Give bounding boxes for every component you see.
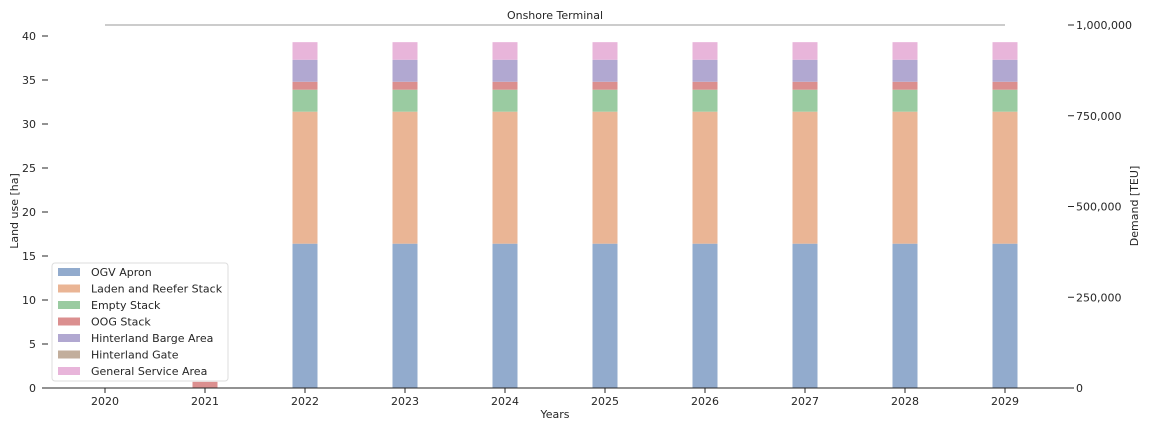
y-tick-label: 0: [29, 382, 36, 395]
legend-label: OOG Stack: [91, 316, 151, 329]
bar-segment: [992, 59, 1018, 82]
x-tick-label: 2020: [91, 395, 119, 408]
x-tick-label: 2024: [491, 395, 519, 408]
legend-swatch: [58, 350, 80, 359]
x-tick-label: 2022: [291, 395, 319, 408]
bar-segment: [592, 111, 618, 244]
y-tick-label: 15: [22, 250, 36, 263]
bar-segment: [792, 81, 818, 90]
bar-segment: [492, 89, 518, 112]
bar-segment: [792, 243, 818, 388]
bar-segment: [692, 89, 718, 112]
bar-segment: [992, 89, 1018, 112]
bar-segment: [692, 81, 718, 90]
bar-segment: [492, 42, 518, 60]
y-tick-label: 5: [29, 338, 36, 351]
legend-label: Laden and Reefer Stack: [91, 283, 223, 296]
bar-segment: [892, 59, 918, 82]
y-axis-title-right: Demand [TEU]: [1128, 166, 1141, 246]
bar-segment: [592, 81, 618, 90]
legend-label: Empty Stack: [91, 299, 161, 312]
x-axis-title: Years: [539, 408, 569, 421]
x-tick-label: 2026: [691, 395, 719, 408]
bar-segment: [392, 89, 418, 112]
bar-segment: [892, 111, 918, 244]
bar-segment: [792, 42, 818, 60]
bar-segment: [292, 42, 318, 60]
bar-segment: [792, 111, 818, 244]
x-tick-label: 2023: [391, 395, 419, 408]
bar-segment: [492, 59, 518, 82]
x-tick-label: 2029: [991, 395, 1019, 408]
chart-title: Onshore Terminal: [507, 9, 603, 22]
bar-segment: [592, 42, 618, 60]
y2-tick-label: 500,000: [1076, 201, 1122, 214]
legend-swatch: [58, 301, 80, 309]
bar-segment: [292, 243, 318, 388]
bar-segment: [592, 243, 618, 388]
y-tick-label: 35: [22, 74, 36, 87]
bar-segment: [392, 81, 418, 90]
legend-swatch: [58, 367, 80, 375]
bar-segment: [992, 243, 1018, 388]
bar-segment: [792, 89, 818, 112]
bar-segment: [692, 243, 718, 388]
bar-segment: [192, 381, 218, 388]
y-axis-title: Land use [ha]: [8, 173, 21, 249]
bar-segment: [392, 243, 418, 388]
bar-segment: [492, 81, 518, 90]
bar-segment: [892, 243, 918, 388]
bar-segment: [892, 42, 918, 60]
y2-tick-label: 750,000: [1076, 110, 1122, 123]
y-tick-label: 10: [22, 294, 36, 307]
y-tick-label: 40: [22, 30, 36, 43]
x-tick-label: 2028: [891, 395, 919, 408]
legend-swatch: [58, 317, 80, 326]
bar-segment: [592, 89, 618, 112]
bar-segment: [292, 89, 318, 112]
legend-swatch: [58, 284, 80, 293]
x-tick-label: 2021: [191, 395, 219, 408]
legend: OGV Apron Laden and Reefer Stack Empty Sta…: [51, 262, 229, 382]
bar-segment: [992, 81, 1018, 90]
legend-label: Hinterland Gate: [91, 349, 179, 362]
bar-segment: [392, 59, 418, 82]
right-axis: 0 250,000 500,000 750,000 1,000,000: [1068, 19, 1132, 395]
bar-segment: [692, 42, 718, 60]
x-axis: 2020 2021 2022 2023 2024 2025 2026 2027 2028 2029: [91, 388, 1019, 408]
legend-swatch: [58, 334, 80, 342]
bar-segment: [892, 81, 918, 90]
y-tick-label: 20: [22, 206, 36, 219]
left-axis: 0 5 10 15 20 25 30 35 40: [22, 30, 48, 395]
bar-segment: [292, 59, 318, 82]
legend-swatch: [58, 268, 80, 276]
bar-segment: [492, 243, 518, 388]
bar-segment: [692, 111, 718, 244]
bar-segment: [592, 59, 618, 82]
y-tick-label: 30: [22, 118, 36, 131]
bar-segment: [292, 111, 318, 244]
y-tick-label: 25: [22, 162, 36, 175]
bar-segment: [792, 59, 818, 82]
legend-label: Hinterland Barge Area: [91, 332, 213, 345]
bar-segment: [992, 42, 1018, 60]
x-tick-label: 2027: [791, 395, 819, 408]
legend-label: General Service Area: [91, 365, 207, 378]
bars-group: [192, 42, 1018, 388]
bar-segment: [392, 111, 418, 244]
y2-tick-label: 250,000: [1076, 291, 1122, 304]
bar-segment: [392, 42, 418, 60]
y2-tick-label: 0: [1076, 382, 1083, 395]
legend-label: OGV Apron: [91, 266, 152, 279]
bar-segment: [492, 111, 518, 244]
bar-segment: [692, 59, 718, 82]
bar-segment: [992, 111, 1018, 244]
bar-segment: [892, 89, 918, 112]
legend-box: [51, 262, 229, 382]
y2-tick-label: 1,000,000: [1076, 19, 1132, 32]
x-tick-label: 2025: [591, 395, 619, 408]
bar-segment: [292, 81, 318, 90]
